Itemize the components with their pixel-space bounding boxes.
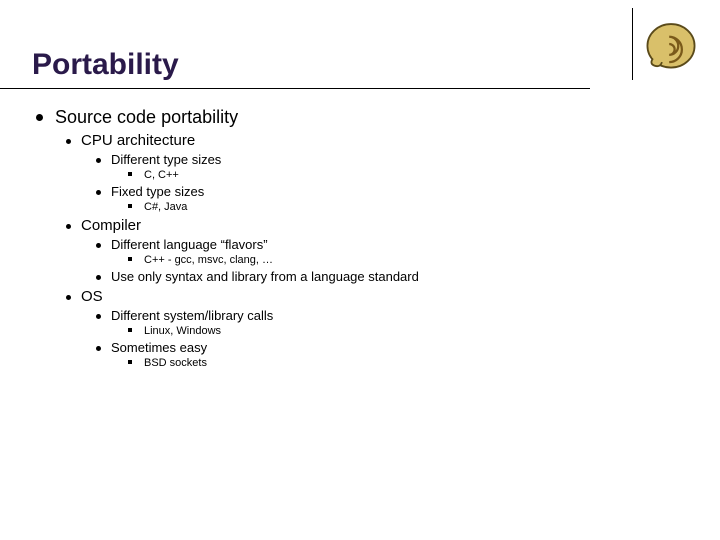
bullet-l4: C#, Java xyxy=(128,201,720,213)
slide-title: Portability xyxy=(32,48,590,82)
bullet-icon xyxy=(96,158,101,163)
bullet-icon xyxy=(96,314,101,319)
bullet-icon xyxy=(96,190,101,195)
text-l2: CPU architecture xyxy=(81,132,195,149)
bullet-icon xyxy=(128,328,132,332)
text-l4: C, C++ xyxy=(144,169,179,181)
text-l2: Compiler xyxy=(81,217,141,234)
bullet-icon xyxy=(128,257,132,261)
text-l4: C#, Java xyxy=(144,201,187,213)
text-l4: Linux, Windows xyxy=(144,325,221,337)
text-l3: Different type sizes xyxy=(111,152,221,167)
bullet-icon xyxy=(36,114,43,121)
text-l1: Source code portability xyxy=(55,107,238,128)
bullet-icon xyxy=(128,172,132,176)
bullet-l4: Linux, Windows xyxy=(128,325,720,337)
bullet-l4: C, C++ xyxy=(128,169,720,181)
bullet-l3: Different system/library calls xyxy=(96,308,720,323)
text-l4: C++ - gcc, msvc, clang, … xyxy=(144,254,273,266)
bullet-l2: CPU architecture xyxy=(66,132,720,149)
bullet-icon xyxy=(66,139,71,144)
bullet-icon xyxy=(96,243,101,248)
text-l3: Fixed type sizes xyxy=(111,184,204,199)
bullet-l1: Source code portability xyxy=(36,107,720,128)
bullet-icon xyxy=(128,360,132,364)
text-l3: Sometimes easy xyxy=(111,340,207,355)
bullet-l4: C++ - gcc, msvc, clang, … xyxy=(128,254,720,266)
text-l2: OS xyxy=(81,288,103,305)
text-l3: Different system/library calls xyxy=(111,308,273,323)
bullet-l3: Sometimes easy xyxy=(96,340,720,355)
shell-icon xyxy=(632,8,708,80)
bullet-l3: Different type sizes xyxy=(96,152,720,167)
bullet-l3: Different language “flavors” xyxy=(96,237,720,252)
slide-body: Source code portability CPU architecture… xyxy=(0,89,720,369)
title-region: Portability xyxy=(0,0,590,89)
bullet-l2: OS xyxy=(66,288,720,305)
bullet-l3: Use only syntax and library from a langu… xyxy=(96,269,720,284)
bullet-l3: Fixed type sizes xyxy=(96,184,720,199)
bullet-l2: Compiler xyxy=(66,217,720,234)
bullet-icon xyxy=(128,204,132,208)
text-l4: BSD sockets xyxy=(144,357,207,369)
bullet-icon xyxy=(96,275,101,280)
text-l3: Different language “flavors” xyxy=(111,237,268,252)
text-l3: Use only syntax and library from a langu… xyxy=(111,269,419,284)
bullet-l4: BSD sockets xyxy=(128,357,720,369)
bullet-icon xyxy=(96,346,101,351)
bullet-icon xyxy=(66,224,71,229)
bullet-icon xyxy=(66,295,71,300)
